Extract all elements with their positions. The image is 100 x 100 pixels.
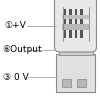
Bar xyxy=(78,79,86,87)
Text: ①+V: ①+V xyxy=(4,22,26,30)
Bar xyxy=(62,79,70,87)
Bar xyxy=(74,9,77,38)
Text: ⑥Output: ⑥Output xyxy=(2,46,42,54)
Bar xyxy=(62,15,89,19)
FancyBboxPatch shape xyxy=(55,0,96,52)
Bar xyxy=(80,9,82,38)
Bar xyxy=(56,54,94,92)
Bar xyxy=(62,24,89,30)
Text: ③ 0 V: ③ 0 V xyxy=(3,74,29,82)
Bar xyxy=(58,46,92,55)
Bar xyxy=(69,9,72,38)
Bar xyxy=(64,9,66,38)
Bar xyxy=(68,44,78,51)
